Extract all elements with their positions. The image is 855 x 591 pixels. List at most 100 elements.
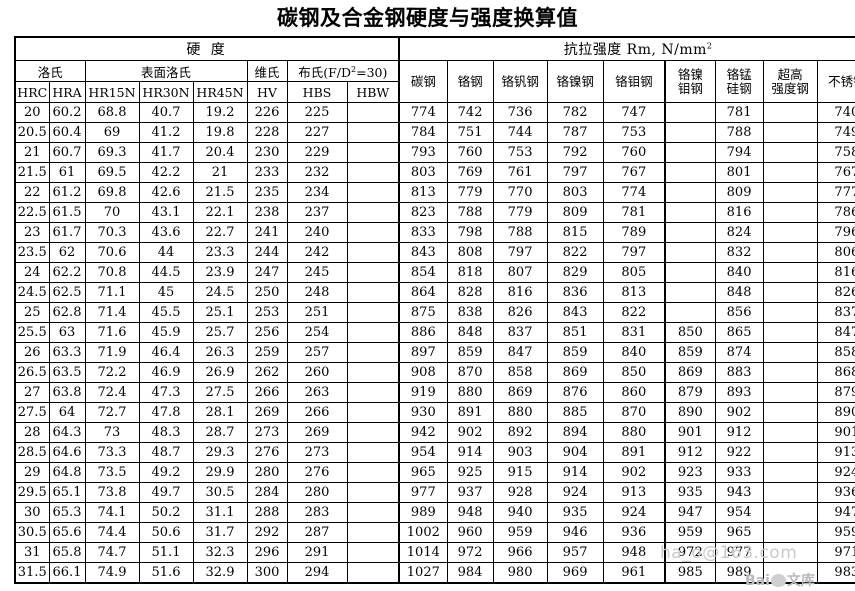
cell-超高强度钢 <box>762 182 818 203</box>
cell-HRA: 64.8 <box>48 462 86 483</box>
cell-铬钼钢: 805 <box>602 262 667 283</box>
header-code-hr15n: HR15N <box>84 81 140 103</box>
cell-铬锰硅钢: 801 <box>714 162 764 183</box>
cell-HBS: 242 <box>286 242 348 263</box>
cell-HRA: 63 <box>48 322 86 343</box>
cell-HR15N: 71.9 <box>84 342 140 363</box>
cell-超高强度钢 <box>762 402 818 423</box>
cell-不锈钢: 901 <box>816 422 855 443</box>
cell-铬钢: 838 <box>446 302 494 323</box>
cell-HV: 241 <box>246 222 288 243</box>
cell-HR45N: 28.7 <box>192 422 248 443</box>
cell-HBS: 232 <box>286 162 348 183</box>
cell-铬钢: 818 <box>446 262 494 283</box>
cell-超高强度钢 <box>762 282 818 303</box>
cell-铬钼钢: 822 <box>602 302 667 323</box>
cell-HRC: 23.5 <box>14 242 50 263</box>
cell-铬钢: 960 <box>446 522 494 543</box>
cell-铬锰硅钢: 989 <box>714 562 764 584</box>
cell-铬锰硅钢: 848 <box>714 282 764 303</box>
cell-HBW <box>346 242 401 263</box>
cell-HV: 273 <box>246 422 288 443</box>
table-row: 28.5 64.6 73.3 48.7 29.3 276 273 954 914 903 904 89… <box>14 442 855 463</box>
cell-铬钼钢: 948 <box>602 542 667 563</box>
cell-HRA: 65.3 <box>48 502 86 523</box>
cell-铬镍钼钢: 912 <box>664 442 716 463</box>
cell-超高强度钢 <box>762 342 818 363</box>
cell-铬镍钢: 876 <box>546 382 604 403</box>
cell-不锈钢: 959 <box>816 522 855 543</box>
cell-碳钢: 793 <box>398 142 448 163</box>
cell-HRA: 61.5 <box>48 202 86 223</box>
cell-HBS: 283 <box>286 502 348 523</box>
cell-不锈钢: 826 <box>816 282 855 303</box>
table-body: 20 60.2 68.8 40.7 19.2 226 225 774 742 736 782 747 7… <box>14 102 855 584</box>
cell-铬钼钢: 831 <box>602 322 667 343</box>
cell-碳钢: 854 <box>398 262 448 283</box>
cell-HR45N: 29.9 <box>192 462 248 483</box>
cell-铬镍钢: 935 <box>546 502 604 523</box>
cell-铬钒钢: 858 <box>492 362 548 383</box>
cell-铬镍钢: 851 <box>546 322 604 343</box>
cell-HBW <box>346 222 401 243</box>
cell-铬锰硅钢: 912 <box>714 422 764 443</box>
cell-HBS: 263 <box>286 382 348 403</box>
cell-HR30N: 48.3 <box>138 422 194 443</box>
cell-超高强度钢 <box>762 462 818 483</box>
cell-HBS: 257 <box>286 342 348 363</box>
cell-HR45N: 31.7 <box>192 522 248 543</box>
cell-HBW <box>346 402 401 423</box>
cell-碳钢: 886 <box>398 322 448 343</box>
cell-不锈钢: 806 <box>816 242 855 263</box>
cell-HRC: 29 <box>14 462 50 483</box>
cell-超高强度钢 <box>762 142 818 163</box>
cell-不锈钢: 786 <box>816 202 855 223</box>
header-group-tensile-strength-sup: 2 <box>706 41 713 51</box>
cell-铬镍钼钢 <box>664 142 716 163</box>
cell-HRC: 22 <box>14 182 50 203</box>
cell-铬镍钢: 924 <box>546 482 604 503</box>
table-row: 20 60.2 68.8 40.7 19.2 226 225 774 742 736 782 747 7… <box>14 102 855 123</box>
cell-HRC: 20 <box>14 102 50 123</box>
cell-HR45N: 25.7 <box>192 322 248 343</box>
cell-HR15N: 70.8 <box>84 262 140 283</box>
cell-HR15N: 71.1 <box>84 282 140 303</box>
cell-超高强度钢 <box>762 382 818 403</box>
cell-HBW <box>346 202 401 223</box>
cell-铬镍钼钢: 923 <box>664 462 716 483</box>
cell-铬钒钢: 880 <box>492 402 548 423</box>
cell-HR45N: 19.8 <box>192 122 248 143</box>
cell-HV: 250 <box>246 282 288 303</box>
cell-HRA: 65.8 <box>48 542 86 563</box>
cell-铬镍钼钢: 859 <box>664 342 716 363</box>
cell-HR45N: 22.1 <box>192 202 248 223</box>
cell-HBW <box>346 262 401 283</box>
header-sub-vickers: 维氏 <box>246 60 288 82</box>
cell-铬钒钢: 797 <box>492 242 548 263</box>
cell-不锈钢: 890 <box>816 402 855 423</box>
cell-HRC: 28.5 <box>14 442 50 463</box>
cell-HV: 288 <box>246 502 288 523</box>
cell-超高强度钢 <box>762 302 818 323</box>
cell-HBW <box>346 322 401 343</box>
cell-HRC: 24.5 <box>14 282 50 303</box>
cell-HRC: 21.5 <box>14 162 50 183</box>
cell-不锈钢: 983 <box>816 562 855 584</box>
cell-铬钼钢: 913 <box>602 482 667 503</box>
cell-铬钒钢: 736 <box>492 102 548 123</box>
cell-铬钒钢: 753 <box>492 142 548 163</box>
cell-HRA: 64.3 <box>48 422 86 443</box>
table-row: 31 65.8 74.7 51.1 32.3 296 291 1014 972 966 957 948… <box>14 542 855 563</box>
header-steel-chrome-vanadium: 铬钒钢 <box>492 60 548 103</box>
cell-碳钢: 977 <box>398 482 448 503</box>
cell-HRA: 61 <box>48 162 86 183</box>
cell-碳钢: 897 <box>398 342 448 363</box>
cell-HBS: 294 <box>286 562 348 584</box>
cell-铬钼钢: 774 <box>602 182 667 203</box>
cell-HBS: 227 <box>286 122 348 143</box>
cell-HRA: 65.6 <box>48 522 86 543</box>
header-sub-brinell-label2: =30) <box>356 64 388 80</box>
cell-铬钢: 870 <box>446 362 494 383</box>
cell-铬镍钼钢 <box>664 182 716 203</box>
